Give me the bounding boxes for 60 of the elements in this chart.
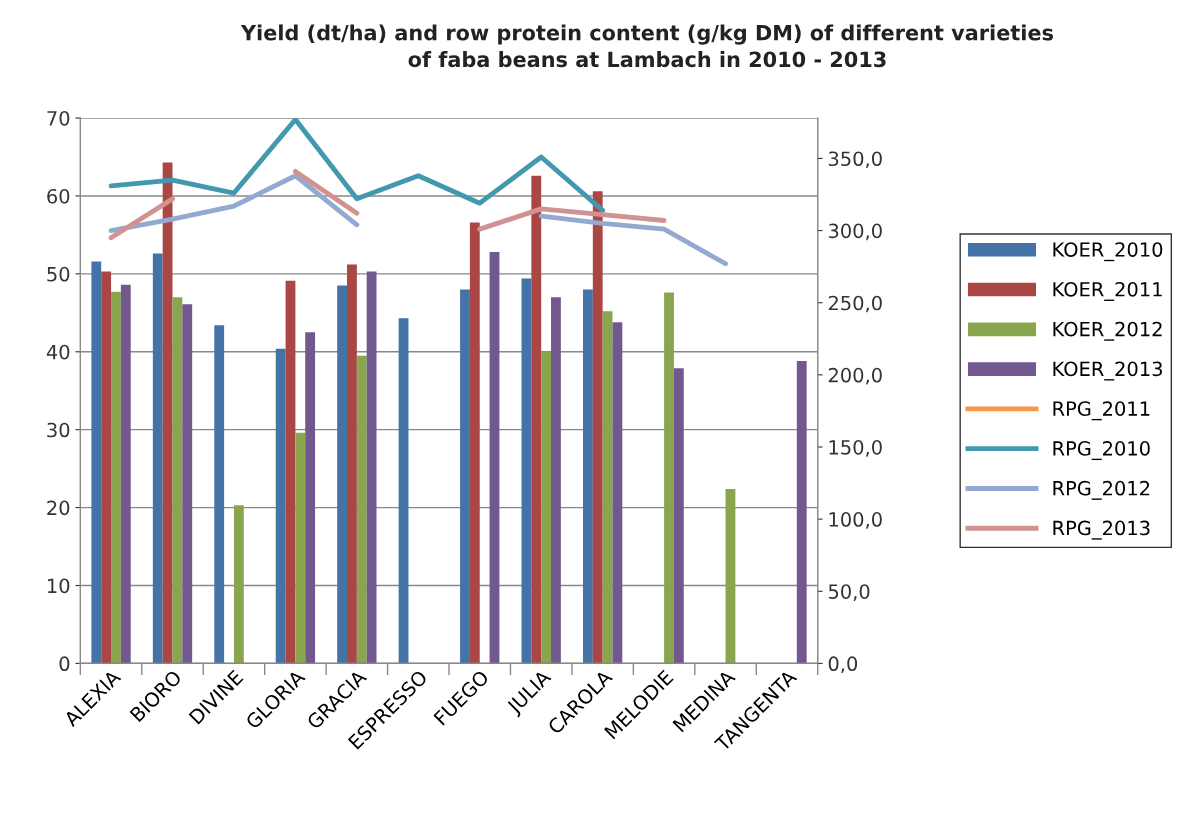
bar — [664, 292, 674, 664]
bar — [275, 348, 286, 664]
y2-tick-label: 0,0 — [828, 656, 858, 674]
y-tick-label: 20 — [47, 500, 70, 516]
bar — [673, 368, 684, 664]
legend-label: RPG_2010 — [1053, 441, 1150, 461]
y2-tick-label: 350,0 — [828, 151, 882, 169]
bar — [347, 264, 357, 664]
bar — [489, 252, 500, 664]
bar — [521, 278, 532, 664]
bar — [356, 355, 367, 664]
line-series — [108, 118, 606, 213]
y-tick-label: 50 — [47, 266, 70, 282]
bar — [460, 289, 470, 664]
legend-label: KOER_2013 — [1053, 361, 1162, 381]
y-tick-label: 30 — [47, 422, 70, 438]
bar — [551, 297, 561, 664]
y-tick-label: 60 — [47, 188, 70, 204]
bar — [305, 332, 316, 664]
bar — [398, 318, 409, 664]
bar — [120, 284, 131, 664]
y2-tick-label: 50,0 — [828, 584, 870, 601]
bar — [285, 280, 296, 664]
bar — [214, 325, 225, 664]
bar — [541, 351, 552, 664]
bar — [337, 285, 348, 664]
legend-label: KOER_2012 — [1053, 321, 1162, 341]
bar — [295, 432, 306, 664]
bar — [531, 175, 542, 664]
chart-title: Yield (dt/ha) and row protein content (g/kg DM) of different varieties of faba beans at Lambach in 2010 - 2013 — [240, 24, 1053, 68]
legend-label: KOER_2010 — [1053, 242, 1163, 262]
legend-label: RPG_2013 — [1053, 520, 1150, 540]
y2-tick-label: 100,0 — [829, 512, 882, 529]
bar — [111, 291, 121, 664]
bar — [592, 191, 603, 664]
bar — [91, 261, 102, 664]
bar — [366, 271, 377, 664]
y2-tick-label: 300,0 — [828, 223, 882, 241]
bar — [602, 311, 613, 664]
bar — [725, 488, 736, 664]
bar — [796, 361, 807, 664]
y2-tick-label: 250,0 — [828, 295, 882, 313]
y-tick-label: 0 — [59, 656, 70, 672]
bar — [152, 253, 163, 664]
bar — [182, 304, 193, 664]
y2-tick-label: 200,0 — [828, 367, 882, 385]
bar — [469, 222, 480, 664]
legend-label: RPG_2011 — [1053, 401, 1150, 421]
bar — [172, 297, 183, 664]
y-tick-label: 10 — [48, 578, 70, 594]
bar — [162, 162, 173, 664]
bar — [582, 289, 593, 664]
y-tick-label: 70 — [47, 110, 70, 126]
bar — [612, 322, 623, 664]
bar — [101, 271, 112, 664]
bar — [233, 505, 244, 664]
y-tick-label: 40 — [46, 344, 70, 360]
y2-tick-label: 150,0 — [829, 439, 882, 457]
legend-label: KOER_2011 — [1053, 281, 1162, 301]
legend-label: RPG_2012 — [1053, 480, 1150, 500]
